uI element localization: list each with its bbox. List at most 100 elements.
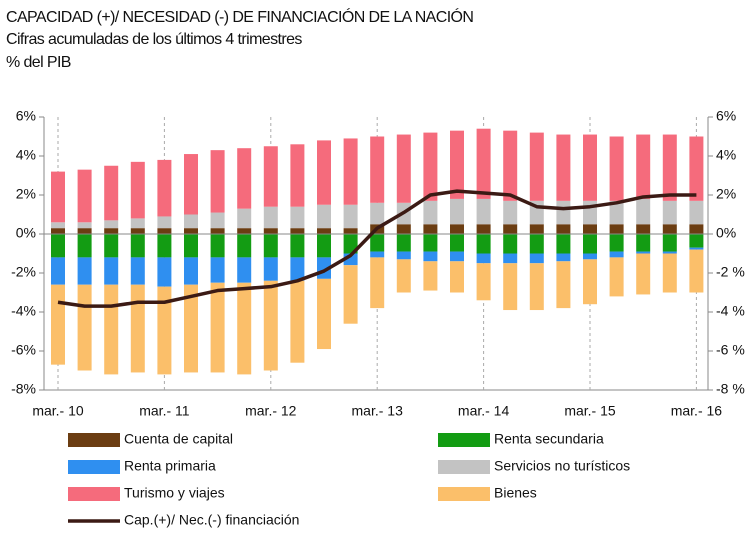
bar-segment (609, 200, 624, 225)
bar-segment (157, 257, 172, 287)
bar-segment (130, 284, 145, 373)
bar-segment (556, 253, 571, 262)
legend-label: Turismo y viajes (124, 485, 225, 501)
bar-segment (343, 253, 358, 266)
y2-tick-label: -8 % (716, 381, 745, 397)
bar-segment (51, 222, 65, 229)
bar-segment (423, 261, 438, 291)
chart-subtitle: Cifras acumuladas de los últimos 4 trime… (6, 31, 302, 48)
bar-segment (583, 259, 597, 305)
bar-segment (583, 224, 597, 234)
bar-segment (476, 253, 491, 264)
bar-segment (636, 234, 651, 252)
bar-segment (237, 282, 252, 375)
bar-segment (556, 261, 571, 309)
bar-segment (396, 259, 411, 293)
bar-segment (636, 253, 651, 295)
bar-segment (450, 234, 464, 252)
legend-swatch (68, 433, 120, 447)
bar-segment (104, 165, 119, 221)
bar-segment (689, 234, 704, 248)
bar-segment (157, 159, 172, 217)
y-tick-label: -6% (11, 342, 36, 358)
bar-segment (77, 234, 92, 258)
bar-segment (583, 253, 597, 260)
bar-segment (529, 253, 544, 264)
bar-segment (77, 257, 92, 285)
bar-segment (529, 224, 544, 234)
bar-segment (503, 224, 518, 234)
bar-segment (77, 169, 92, 223)
bar-segment (556, 200, 571, 225)
bar-segment (343, 228, 358, 234)
bar-segment (396, 224, 411, 234)
bar-segment (662, 234, 677, 252)
bar-segment (636, 198, 651, 225)
bar-segment (662, 251, 677, 254)
bar-segment (529, 132, 544, 201)
y-tick-label: -8% (11, 381, 36, 397)
bar-segment (77, 222, 92, 229)
bar-segment (450, 224, 464, 234)
bar-segment (689, 249, 704, 293)
x-tick-label: mar.- 11 (139, 403, 190, 419)
legend-swatch (438, 487, 490, 501)
bar-segment (689, 136, 704, 201)
bar-segment (343, 138, 358, 205)
legend-swatch (438, 460, 490, 474)
bar-segment (104, 234, 119, 258)
bar-segment (157, 234, 172, 258)
bar-segment (503, 253, 518, 264)
bar-segment (396, 134, 411, 203)
legend-label: Renta primaria (124, 458, 216, 474)
bar-segment (130, 257, 145, 285)
bar-segment (210, 234, 225, 258)
bar-segment (476, 263, 491, 301)
bar-segment (317, 234, 331, 258)
bar-segment (370, 257, 385, 309)
bar-segment (237, 148, 252, 209)
legend-swatch (438, 433, 490, 447)
bar-segment (503, 234, 518, 254)
bar-segment (609, 224, 624, 234)
bar-segment (210, 282, 225, 373)
bar-segment (104, 284, 119, 375)
bar-segment (157, 216, 172, 229)
bar-segment (317, 140, 331, 205)
y-axis-title: % del PIB (6, 54, 71, 71)
bar-segment (450, 130, 464, 199)
bar-segment (423, 251, 438, 262)
bar-segment (290, 144, 305, 207)
bar-segment (130, 218, 145, 229)
bar-segment (423, 200, 438, 225)
bar-segment (157, 286, 172, 375)
bar-segment (476, 234, 491, 254)
bar-segment (237, 257, 252, 283)
legend-label: Cap.(+)/ Nec.(-) financiación (124, 512, 299, 528)
bar-segment (237, 234, 252, 258)
bar-segment (263, 228, 278, 234)
x-tick-label: mar.- 12 (245, 403, 297, 419)
bar-segment (583, 234, 597, 254)
bar-segment (317, 278, 331, 350)
bar-segment (636, 134, 651, 199)
y2-tick-label: 0% (716, 225, 736, 241)
bar-segment (450, 251, 464, 262)
y-tick-label: -4% (11, 303, 36, 319)
bar-segment (689, 224, 704, 234)
y2-tick-label: -6 % (716, 342, 745, 358)
bar-segment (290, 234, 305, 258)
bar-segment (51, 284, 65, 365)
bar-segment (210, 150, 225, 213)
bar-segment (51, 234, 65, 258)
bar-segment (662, 134, 677, 201)
bar-segment (184, 154, 198, 215)
y-tick-label: 4% (16, 147, 36, 163)
bar-segment (423, 234, 438, 252)
bar-segment (689, 200, 704, 225)
bar-segment (263, 146, 278, 207)
bar-segment (662, 224, 677, 234)
bar-segment (609, 257, 624, 297)
bar-segment (503, 263, 518, 311)
bar-segment (77, 228, 92, 234)
